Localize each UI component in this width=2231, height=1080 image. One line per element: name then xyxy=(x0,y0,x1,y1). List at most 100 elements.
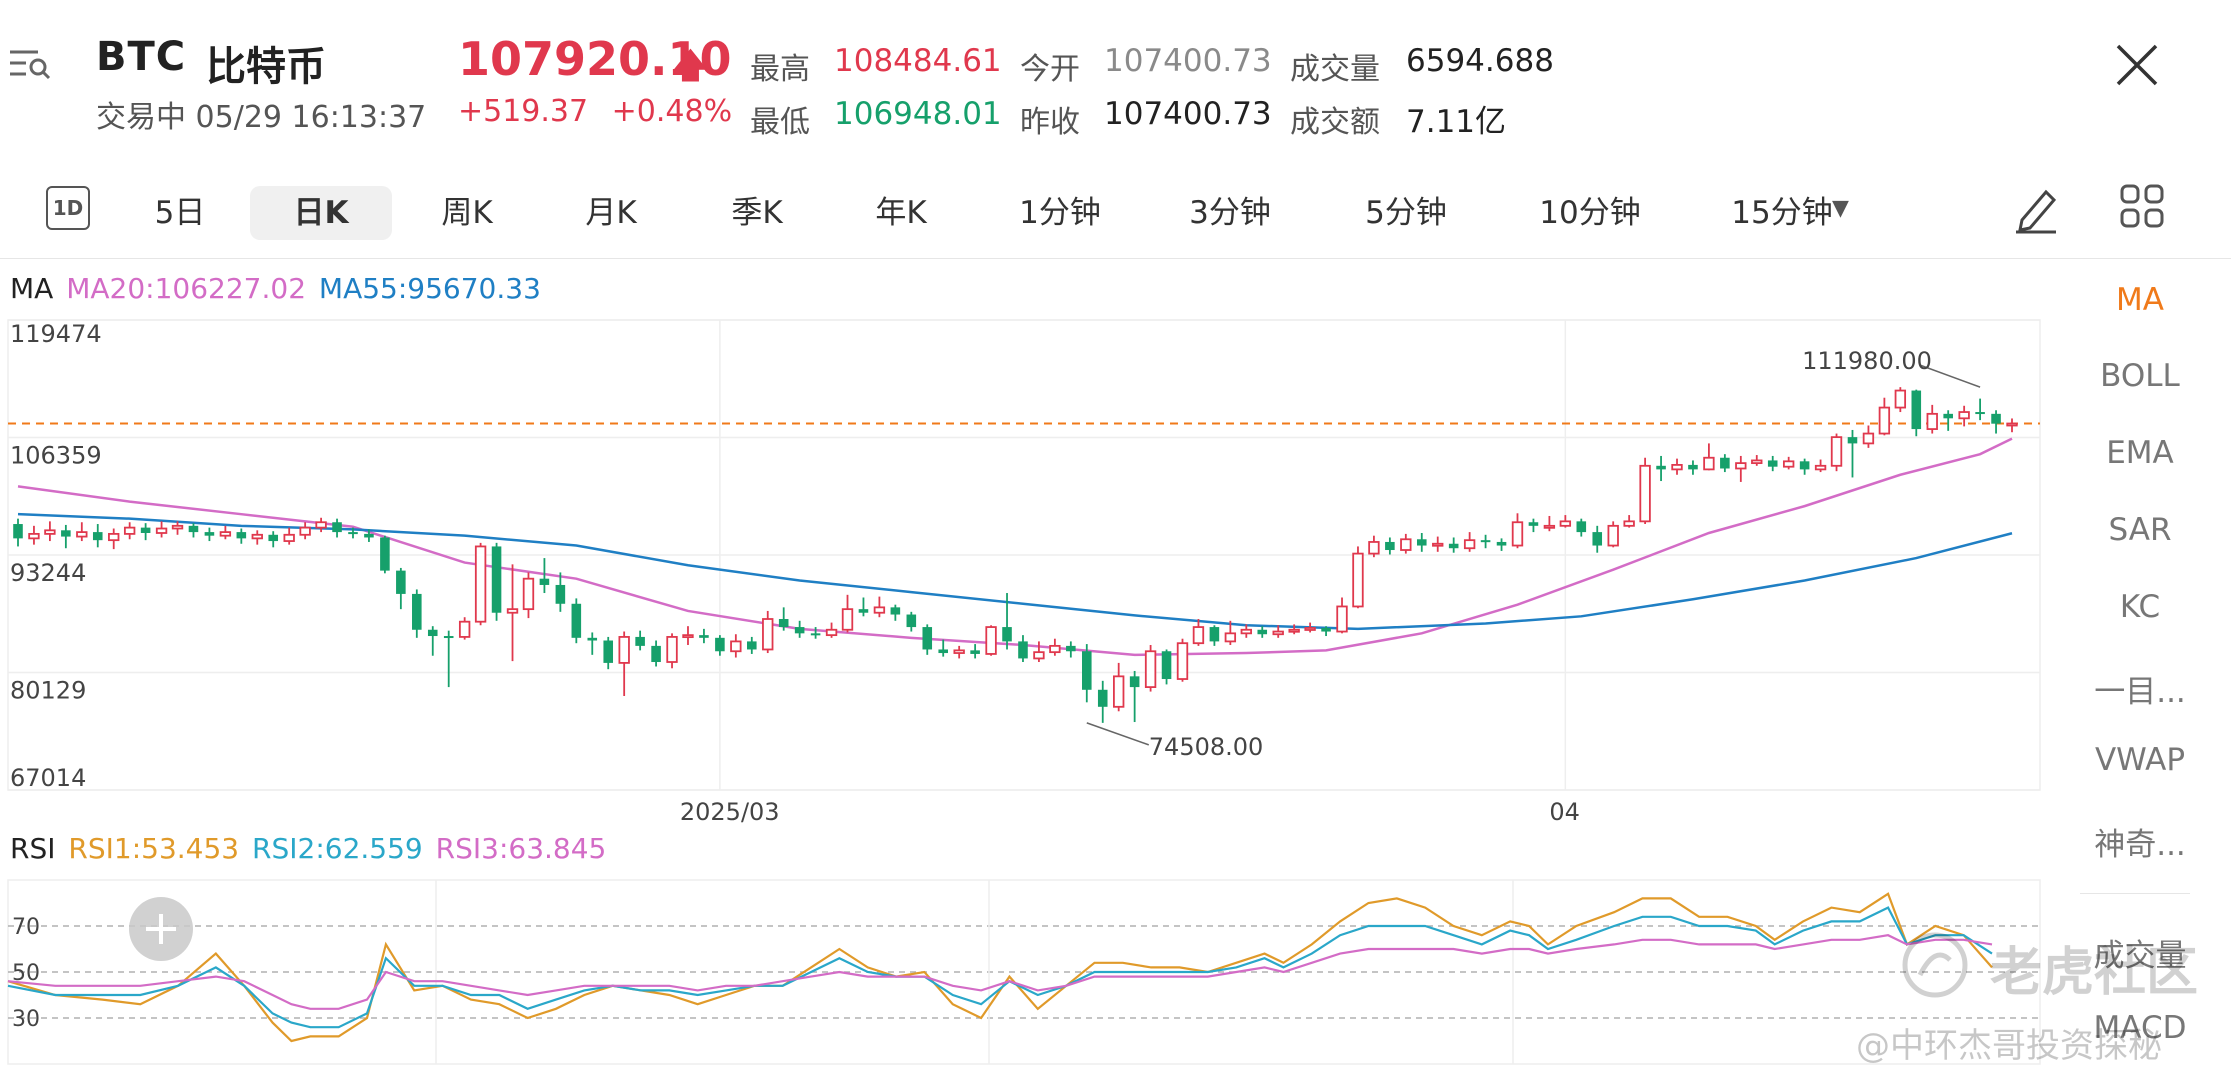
candle-body xyxy=(1416,539,1427,546)
candle-body xyxy=(603,640,614,663)
candle-body xyxy=(61,530,71,537)
candle-body xyxy=(474,545,487,623)
rsi2-line xyxy=(7,906,1993,1029)
candle-body xyxy=(906,614,917,628)
tab-10min[interactable]: 10分钟 xyxy=(1539,195,1641,231)
candle-body xyxy=(1862,432,1875,445)
candle-body xyxy=(1720,457,1730,469)
x-tick-label: 04 xyxy=(1549,798,1580,826)
menu-search-icon[interactable] xyxy=(8,48,52,80)
candle-body xyxy=(1049,644,1061,654)
candlestick-chart[interactable]: 1194741063599324480129670142025/03040511… xyxy=(0,300,2050,830)
tab-weekly-k[interactable]: 周K xyxy=(441,195,493,231)
tab-quarterly-k[interactable]: 季K xyxy=(731,195,783,231)
candle-body xyxy=(1671,464,1683,471)
rsi-legend-label: RSI xyxy=(10,832,56,865)
candle-body xyxy=(539,578,550,585)
indicator-sar[interactable]: SAR xyxy=(2108,512,2172,548)
candle-body xyxy=(922,627,933,650)
tab-5day[interactable]: 5日 xyxy=(154,195,206,231)
candle-body xyxy=(13,524,23,539)
candle-body xyxy=(555,584,566,604)
candle-body xyxy=(1814,464,1827,471)
candle-body xyxy=(364,533,374,538)
candle-body xyxy=(1081,651,1092,690)
candle-body xyxy=(348,532,358,535)
ma55-legend: MA55:95670.33 xyxy=(318,272,541,305)
candle-body xyxy=(171,524,184,530)
candle-body xyxy=(778,619,789,628)
candle-body xyxy=(587,637,598,641)
candle-body xyxy=(1911,390,1922,430)
indicator-vwap[interactable]: VWAP xyxy=(2094,742,2186,778)
candle-body xyxy=(522,577,535,611)
stat-high-value: 108484.61 xyxy=(834,43,1002,79)
candle-body xyxy=(1607,524,1619,547)
candle-body xyxy=(1975,412,1985,415)
candle-body xyxy=(1894,389,1907,409)
high-annotation: 111980.00 xyxy=(1802,347,1932,375)
candle-body xyxy=(1240,628,1252,635)
rsi3-legend: RSI3:63.845 xyxy=(435,832,607,865)
candle-body xyxy=(1336,605,1348,633)
candle-body xyxy=(794,627,805,634)
tab-monthly-k[interactable]: 月K xyxy=(585,195,637,231)
tab-1d[interactable]: 1D xyxy=(46,186,90,230)
low-annotation: 74508.00 xyxy=(1149,733,1264,761)
ma-legend: MA MA20:106227.02 MA55:95670.33 xyxy=(10,272,541,305)
candle-body xyxy=(1799,461,1810,470)
indicator-volume[interactable]: 成交量 xyxy=(2093,938,2187,974)
candle-body xyxy=(1543,524,1556,529)
candle-body xyxy=(1257,629,1268,635)
stat-open-label: 今开 xyxy=(1020,52,1080,87)
change-amount: +519.37 xyxy=(458,94,589,129)
candle-body xyxy=(699,635,709,638)
chevron-down-icon[interactable]: ▼ xyxy=(1832,196,1849,221)
tab-5min[interactable]: 5分钟 xyxy=(1365,195,1447,231)
candle-body xyxy=(873,606,886,614)
tab-yearly-k[interactable]: 年K xyxy=(875,195,927,231)
rsi-tick-label: 30 xyxy=(12,1007,40,1032)
grid-layout-icon[interactable] xyxy=(2118,182,2166,230)
stat-prev-close-value: 107400.73 xyxy=(1104,96,1272,132)
tab-3min[interactable]: 3分钟 xyxy=(1189,195,1271,231)
candle-body xyxy=(1400,538,1412,551)
ma20-legend: MA20:106227.02 xyxy=(66,272,307,305)
candle-body xyxy=(970,650,980,654)
candle-body xyxy=(1144,650,1157,688)
candle-body xyxy=(443,636,454,639)
candle-body xyxy=(123,526,136,535)
divider xyxy=(0,258,2231,259)
close-icon[interactable] xyxy=(2112,40,2162,90)
up-arrow-icon: 🡅 xyxy=(673,46,708,86)
candle-body xyxy=(1432,542,1444,547)
indicator-ichimoku[interactable]: 一目... xyxy=(2094,674,2186,710)
draw-pencil-icon[interactable] xyxy=(2012,180,2062,234)
candle-body xyxy=(380,537,390,571)
candle-body xyxy=(1735,462,1747,470)
candle-body xyxy=(283,533,295,542)
zoom-plus-button[interactable] xyxy=(128,896,194,962)
candle-body xyxy=(458,620,471,638)
candle-body xyxy=(1321,627,1331,632)
candle-body xyxy=(1623,520,1635,527)
rsi-tick-label: 70 xyxy=(12,915,40,940)
stat-open-value: 107400.73 xyxy=(1104,43,1272,79)
tab-daily-k[interactable]: 日K xyxy=(250,186,392,240)
candle-body xyxy=(188,525,199,533)
indicator-ma[interactable]: MA xyxy=(2116,282,2164,318)
indicator-macd[interactable]: MACD xyxy=(2093,1010,2187,1046)
y-tick-label: 93244 xyxy=(10,559,86,587)
indicator-ema[interactable]: EMA xyxy=(2106,435,2174,471)
rsi2-legend: RSI2:62.559 xyxy=(252,832,423,865)
candle-body xyxy=(28,532,40,540)
candle-body xyxy=(1830,436,1843,467)
y-tick-label: 119474 xyxy=(10,320,102,348)
indicator-boll[interactable]: BOLL xyxy=(2100,358,2180,394)
indicator-magic[interactable]: 神奇... xyxy=(2094,827,2186,863)
tab-15min[interactable]: 15分钟 xyxy=(1731,195,1833,231)
indicator-kc[interactable]: KC xyxy=(2119,589,2161,625)
tab-1min[interactable]: 1分钟 xyxy=(1019,195,1101,231)
stat-low-label: 最低 xyxy=(750,105,810,140)
